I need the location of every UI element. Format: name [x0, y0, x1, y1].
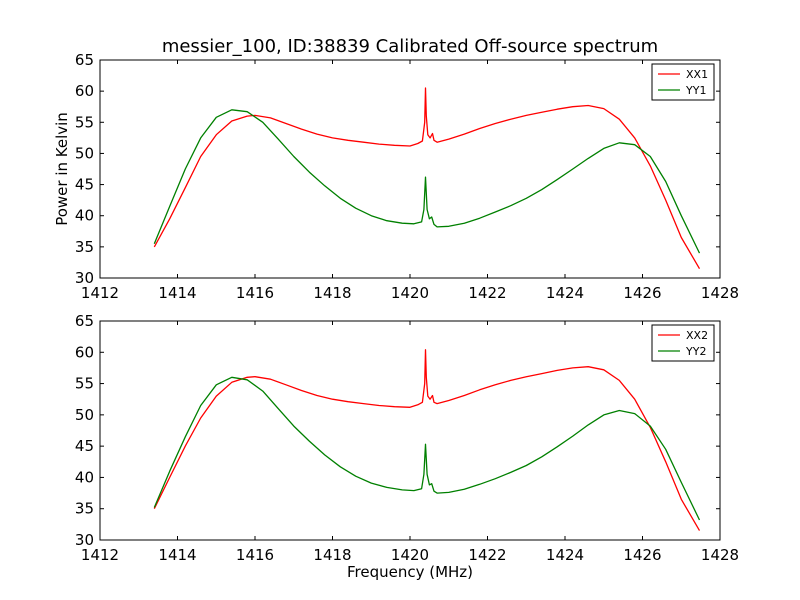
- x-axis-label: Frequency (MHz): [347, 563, 473, 581]
- x-tick-label: 1420: [391, 546, 429, 564]
- series-line-xx1: [153, 87, 701, 270]
- x-tick-label: 1416: [236, 284, 274, 302]
- y-tick-label: 30: [75, 269, 94, 287]
- x-tick-label: 1422: [468, 546, 506, 564]
- y-tick-label: 40: [75, 207, 94, 225]
- y-tick-label: 30: [75, 531, 94, 549]
- x-tick-label: 1420: [391, 284, 429, 302]
- x-tick-label: 1416: [236, 546, 274, 564]
- x-tick-label: 1412: [81, 284, 119, 302]
- y-tick-label: 60: [75, 343, 94, 361]
- x-tick-label: 1426: [623, 284, 661, 302]
- legend-label-yy1: YY1: [685, 84, 706, 97]
- x-tick-label: 1428: [701, 546, 739, 564]
- x-tick-label: 1418: [313, 284, 351, 302]
- legend-label-xx2: XX2: [686, 329, 708, 342]
- y-tick-label: 45: [75, 176, 94, 194]
- legend-box: [651, 63, 715, 101]
- y-axis-label: Power in Kelvin: [53, 112, 71, 226]
- y-tick-label: 40: [75, 468, 94, 486]
- y-tick-label: 35: [75, 500, 94, 518]
- series-line-xx2: [153, 349, 701, 531]
- figure-title: messier_100, ID:38839 Calibrated Off-sou…: [162, 36, 658, 57]
- series-line-yy2: [153, 376, 701, 521]
- x-tick-label: 1424: [546, 546, 584, 564]
- x-tick-label: 1422: [468, 284, 506, 302]
- top-plot: 1412 1414 1416 1418 1420 1422 1424 1426 1428 30 35…: [75, 51, 739, 302]
- legend-box: [651, 324, 715, 362]
- series-line-yy1: [153, 109, 701, 254]
- x-tick-label: 1414: [158, 284, 196, 302]
- y-tick-label: 65: [75, 312, 94, 330]
- y-tick-label: 50: [75, 406, 94, 424]
- y-tick-label: 35: [75, 238, 94, 256]
- x-tick-label: 1428: [701, 284, 739, 302]
- legend-label-xx1: XX1: [686, 68, 708, 81]
- y-tick-label: 50: [75, 144, 94, 162]
- x-tick-label: 1424: [546, 284, 584, 302]
- x-tick-label: 1414: [158, 546, 196, 564]
- x-tick-label: 1418: [313, 546, 351, 564]
- x-tick-label: 1412: [81, 546, 119, 564]
- y-tick-label: 55: [75, 113, 94, 131]
- x-tick-label: 1426: [623, 546, 661, 564]
- y-tick-label: 55: [75, 375, 94, 393]
- y-tick-label: 65: [75, 51, 94, 69]
- y-tick-label: 45: [75, 437, 94, 455]
- y-tick-label: 60: [75, 82, 94, 100]
- bottom-plot: 1412 1414 1416 1418 1420 1422 1424 1426 1428 30 35…: [75, 312, 739, 564]
- legend-label-yy2: YY2: [685, 345, 706, 358]
